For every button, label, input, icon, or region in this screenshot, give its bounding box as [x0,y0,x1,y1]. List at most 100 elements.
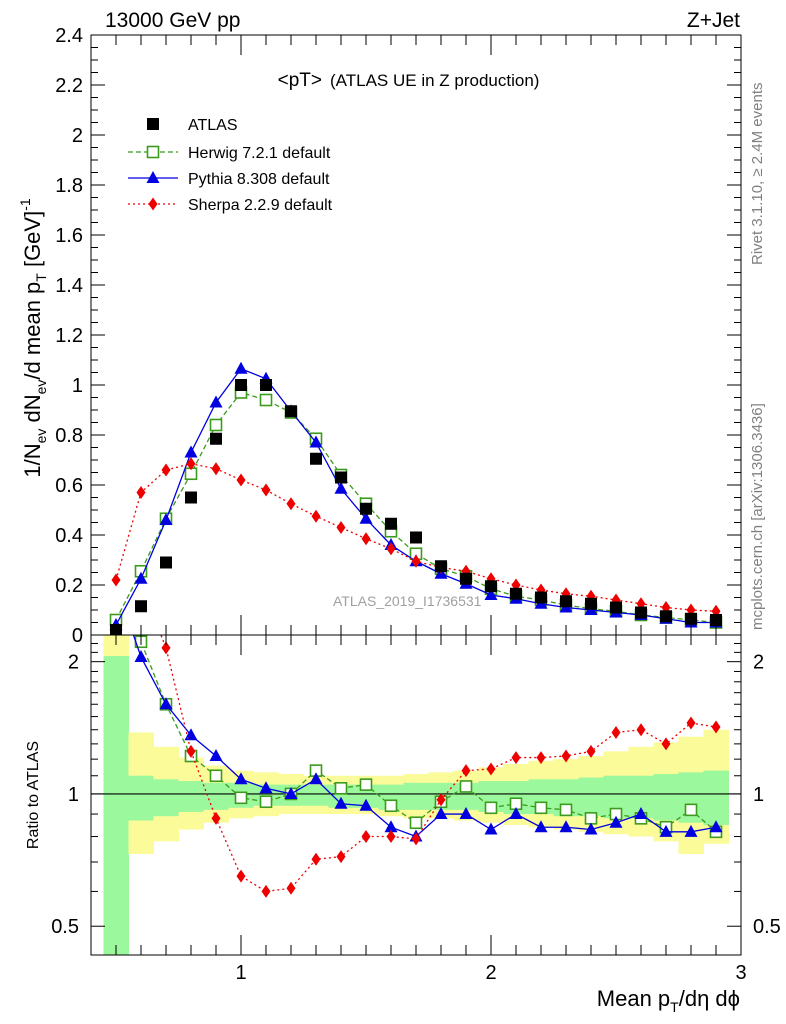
point-data [210,432,222,445]
ratio-point-sherpa [536,751,546,765]
ratio-point-pythia [634,807,648,820]
point-data [510,587,522,600]
ratio-point-pythia [134,649,148,662]
ratio-y-tick-label: 0.5 [51,916,79,938]
ratio-point-sherpa [486,762,496,776]
ratio-point-sherpa [411,832,421,846]
y-tick-label: 1.6 [55,225,83,247]
ratio-point-sherpa [361,830,371,844]
x-tick-label: 3 [735,962,746,984]
point-pythia [234,361,248,374]
point-sherpa [111,573,121,587]
header-energy: 13000 GeV pp [105,9,240,32]
ratio-point-sherpa [186,744,196,758]
ratio-y-tick-label-right: 0.5 [753,916,781,938]
legend-item-herwig: Herwig 7.2.1 default [128,145,331,162]
ratio-point-herwig [209,769,223,783]
ratio-point-herwig [484,801,498,815]
svg-text:Mean pT/dη dϕ: Mean pT/dη dϕ [597,986,740,1015]
legend-label: Herwig 7.2.1 default [188,145,331,162]
legend-marker [146,171,160,183]
band-inner [403,782,429,810]
y-tick-label: 0.4 [55,525,83,547]
band-inner [653,774,679,821]
point-sherpa [236,473,246,487]
ratio-y-tick-label: 2 [68,652,79,674]
ratio-point-herwig [359,778,373,791]
ratio-point-pythia [334,796,348,809]
ratio-point-pythia [509,807,523,820]
y-tick-label: 2.2 [55,75,83,97]
point-pythia [309,435,323,448]
band-inner [103,656,129,955]
ratio-point-pythia [534,820,548,833]
main-y-axis: 0 0.2 0.4 0.6 0.8 1 1.2 1.4 1.6 1.8 2 2.2 2.4 [55,25,741,647]
ratio-point-pythia [359,798,373,811]
point-data [410,531,422,544]
ratio-point-herwig [409,816,423,830]
plot-title: <pT> [278,70,322,91]
ratio-point-herwig [559,803,573,817]
point-pythia [484,588,498,600]
point-data [185,491,197,504]
ratio-point-herwig [334,782,348,795]
point-herwig [259,393,273,407]
y-tick-label: 1.4 [55,275,83,297]
ratio-point-sherpa [511,751,521,765]
ratio-point-pythia [709,820,723,833]
ratio-point-sherpa [386,830,396,844]
band-inner [303,784,329,806]
ratio-point-sherpa [461,764,471,778]
legend-marker [146,145,160,159]
y-tick-label: 0 [72,625,83,647]
line-pythia [115,367,716,626]
ratio-y-axis-label: Ratio to ATLAS [25,741,42,849]
point-data [635,606,647,619]
line-herwig [115,391,717,624]
point-data [260,379,272,391]
point-data [360,502,372,515]
legend-marker [147,118,159,130]
point-sherpa [311,509,321,523]
point-sherpa [161,463,171,477]
ratio-point-herwig [534,801,548,815]
ratio-point-sherpa [261,884,271,898]
ratio-point-sherpa [236,869,246,883]
band-inner [703,770,729,825]
point-data [560,595,572,608]
band-inner [578,777,604,817]
legend-label: ATLAS [188,117,238,134]
legend-item-data: ATLAS [147,117,238,134]
ratio-point-sherpa [661,737,671,751]
legend-marker [148,197,158,211]
ratio-point-pythia [234,772,248,785]
ratio-point-sherpa [311,852,321,866]
point-data [685,612,697,625]
band-inner [153,779,179,817]
ratio-y-axis: 0.5 0.5 1 1 2 2 [51,642,781,938]
point-data [285,405,297,418]
ratio-point-sherpa [436,793,446,807]
point-data [335,471,347,484]
side-label-rivet: Rivet 3.1.10, ≥ 2.4M events [749,83,766,266]
ratio-point-pythia [609,815,623,828]
svg-text:1/Nev dNev/d mean pT [GeV]-1: 1/Nev dNev/d mean pT [GeV]-1 [17,198,49,478]
ratio-point-pythia [484,822,498,835]
band-inner [203,782,229,810]
point-sherpa [336,521,346,534]
y-tick-label: 2 [72,125,83,147]
analysis-watermark: ATLAS_2019_I1736531 [333,593,482,609]
point-data [435,560,447,573]
legend: ATLAS Herwig 7.2.1 default Pythia 8.308 de… [128,117,333,214]
point-data [610,601,622,614]
point-data [660,610,672,623]
point-pythia [334,481,348,494]
point-data [235,379,247,391]
y-tick-label: 0.2 [55,575,83,597]
ratio-point-sherpa [161,641,171,655]
y-tick-label: 1.2 [55,325,83,347]
point-sherpa [136,486,146,499]
ratio-series-layer [132,635,723,898]
point-sherpa [361,532,371,546]
point-pythia [159,513,173,525]
